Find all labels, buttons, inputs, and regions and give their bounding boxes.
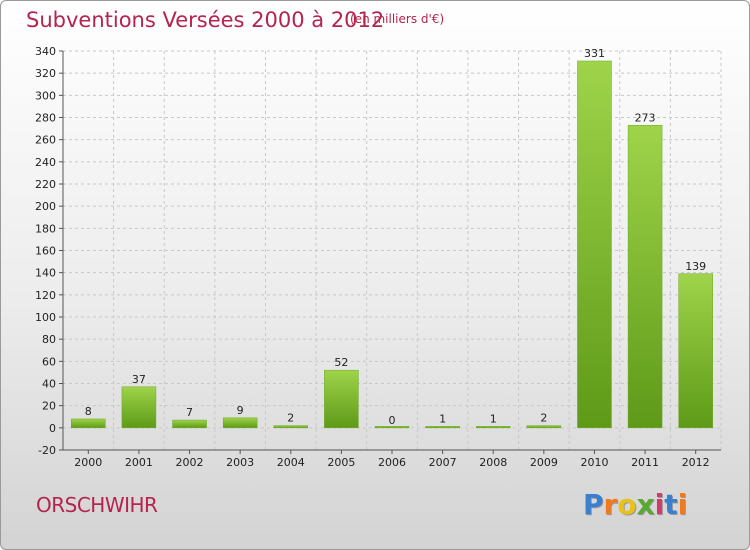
- bar: [526, 425, 562, 429]
- chart-title: Subventions Versées 2000 à 2012: [26, 8, 385, 32]
- bar: [71, 418, 106, 429]
- y-tick-label: 120: [35, 289, 56, 302]
- bar: [374, 426, 410, 429]
- data-label: 1: [439, 413, 446, 426]
- y-tick-label: 20: [42, 400, 56, 413]
- logo-letter: x: [636, 488, 655, 521]
- x-tick-label: 2011: [631, 456, 659, 469]
- x-tick-label: 2001: [125, 456, 153, 469]
- x-tick-label: 2003: [226, 456, 254, 469]
- data-labels: 8 37 7 9 2 52 0 1 1 2 331 273 139: [85, 47, 706, 427]
- data-label: 331: [584, 47, 605, 60]
- commune-name: ORSCHWIHR: [36, 493, 158, 517]
- logo-letter: t: [664, 488, 678, 521]
- logo-letter: r: [603, 488, 618, 521]
- logo-letter: i: [677, 488, 688, 521]
- y-tick-label: 240: [35, 156, 56, 169]
- data-label: 273: [635, 111, 656, 124]
- y-tick-label: 220: [35, 178, 56, 191]
- bar: [324, 369, 359, 429]
- y-tick-label: 320: [35, 67, 56, 80]
- axes: [59, 50, 721, 454]
- y-tick-label: 340: [35, 45, 56, 58]
- bars: [71, 60, 713, 429]
- proxiti-logo[interactable]: Proxiti: [583, 488, 687, 521]
- x-tick-label: 2010: [580, 456, 608, 469]
- x-tick-label: 2009: [530, 456, 558, 469]
- y-tick-label: 0: [49, 422, 56, 435]
- y-tick-label: 160: [35, 245, 56, 258]
- data-label: 1: [490, 413, 497, 426]
- data-label: 139: [685, 260, 706, 273]
- y-tick-label: 100: [35, 311, 56, 324]
- data-label: 37: [132, 373, 146, 386]
- x-tick-label: 2000: [74, 456, 102, 469]
- bar: [273, 425, 309, 429]
- data-label: 2: [540, 412, 547, 425]
- y-tick-label: 80: [42, 333, 56, 346]
- data-label: 2: [287, 412, 294, 425]
- y-tick-label: 260: [35, 134, 56, 147]
- tick-labels: -200204060801001201401601802002202402602…: [35, 45, 710, 469]
- bar: [172, 419, 207, 429]
- y-tick-label: 300: [35, 89, 56, 102]
- bar: [577, 60, 612, 429]
- y-tick-label: 180: [35, 222, 56, 235]
- bar: [425, 426, 460, 429]
- bar: [678, 273, 713, 429]
- x-tick-label: 2012: [682, 456, 710, 469]
- x-tick-label: 2006: [378, 456, 406, 469]
- data-label: 9: [237, 404, 244, 417]
- y-tick-label: 40: [42, 378, 56, 391]
- y-tick-label: 200: [35, 200, 56, 213]
- x-tick-label: 2005: [327, 456, 355, 469]
- data-label: 7: [186, 406, 193, 419]
- logo-letter: i: [654, 488, 665, 521]
- logo-letter: o: [617, 488, 637, 521]
- data-label: 8: [85, 405, 92, 418]
- y-tick-label: 60: [42, 355, 56, 368]
- logo-letter: P: [583, 488, 604, 521]
- bar: [222, 417, 258, 429]
- x-tick-label: 2002: [176, 456, 204, 469]
- y-tick-label: -20: [38, 444, 56, 457]
- x-tick-label: 2007: [429, 456, 457, 469]
- x-tick-label: 2008: [479, 456, 507, 469]
- bar: [121, 386, 157, 429]
- data-label: 52: [334, 356, 348, 369]
- x-tick-label: 2004: [277, 456, 305, 469]
- chart-unit: (en milliers d'€): [350, 12, 445, 26]
- bar: [475, 426, 511, 429]
- data-label: 0: [389, 414, 396, 427]
- bar: [627, 125, 663, 429]
- y-tick-label: 280: [35, 112, 56, 125]
- grid-lines: [62, 50, 722, 451]
- y-tick-label: 140: [35, 267, 56, 280]
